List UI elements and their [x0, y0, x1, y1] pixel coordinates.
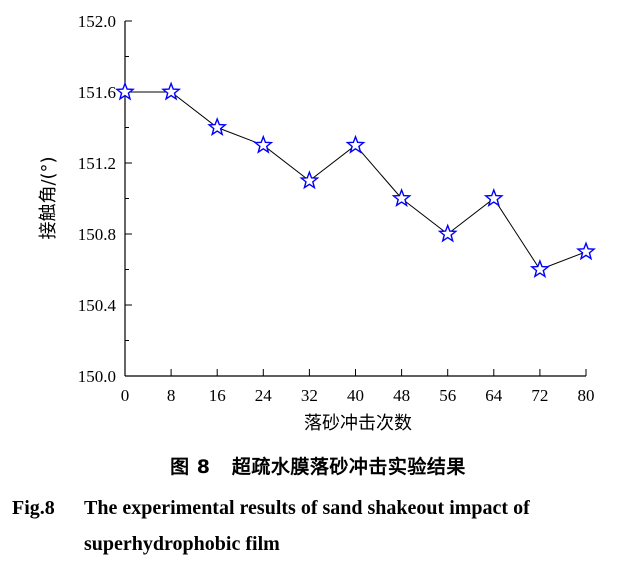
y-tick-label: 150.4	[78, 296, 117, 315]
data-point-star	[115, 81, 135, 101]
data-point-star	[207, 117, 228, 136]
figure-title-english-line1: The experimental results of sand shakeou…	[84, 497, 530, 519]
data-series	[115, 81, 596, 278]
y-tick-label: 150.0	[78, 367, 116, 386]
x-axis-title: 落砂冲击次数	[304, 413, 412, 434]
x-tick-label: 16	[209, 386, 226, 405]
data-point-star	[529, 259, 550, 278]
data-point-star	[345, 134, 366, 154]
series-line	[125, 91, 587, 271]
data-point-star	[576, 241, 596, 261]
line-chart: 150.0 150.4 150.8 151.2 151.6 152.0 0 8 16 24 32 40…	[38, 12, 596, 434]
data-point-star	[391, 188, 412, 207]
x-tick-label: 0	[121, 386, 130, 405]
figure-title-english-line2: superhydrophobic film	[84, 533, 280, 555]
x-tick-label: 80	[578, 386, 595, 405]
y-tick-label: 151.2	[78, 154, 116, 173]
figure-title-chinese: 超疏水膜落砂冲击实验结果	[231, 456, 466, 478]
data-point-star	[483, 188, 504, 207]
y-axis-title: 接触角/(°)	[38, 156, 59, 239]
figure-label-chinese: 图 8	[170, 456, 211, 478]
data-point-star	[299, 170, 320, 190]
figure-caption-english: Fig.8 The experimental results of sand sh…	[12, 490, 630, 562]
x-tick-label: 48	[393, 386, 410, 405]
data-point-star	[161, 81, 182, 101]
x-tick-label: 32	[301, 386, 318, 405]
figure-caption-chinese: 图 8 超疏水膜落砂冲击实验结果	[0, 452, 636, 479]
x-tick-label: 56	[439, 386, 456, 405]
x-tick-label: 72	[531, 386, 548, 405]
y-tick-label: 152.0	[78, 12, 116, 31]
x-tick-label: 8	[167, 386, 176, 405]
data-point-star	[437, 223, 458, 243]
x-tick-label: 40	[347, 386, 364, 405]
data-point-star	[253, 134, 274, 154]
x-tick-label: 24	[255, 386, 273, 405]
y-tick-label: 150.8	[78, 225, 116, 244]
axes: 150.0 150.4 150.8 151.2 151.6 152.0 0 8 16 24 32 40…	[78, 12, 595, 405]
y-tick-label: 151.6	[78, 83, 116, 102]
x-tick-label: 64	[485, 386, 503, 405]
figure-label-english: Fig.8	[12, 497, 55, 519]
